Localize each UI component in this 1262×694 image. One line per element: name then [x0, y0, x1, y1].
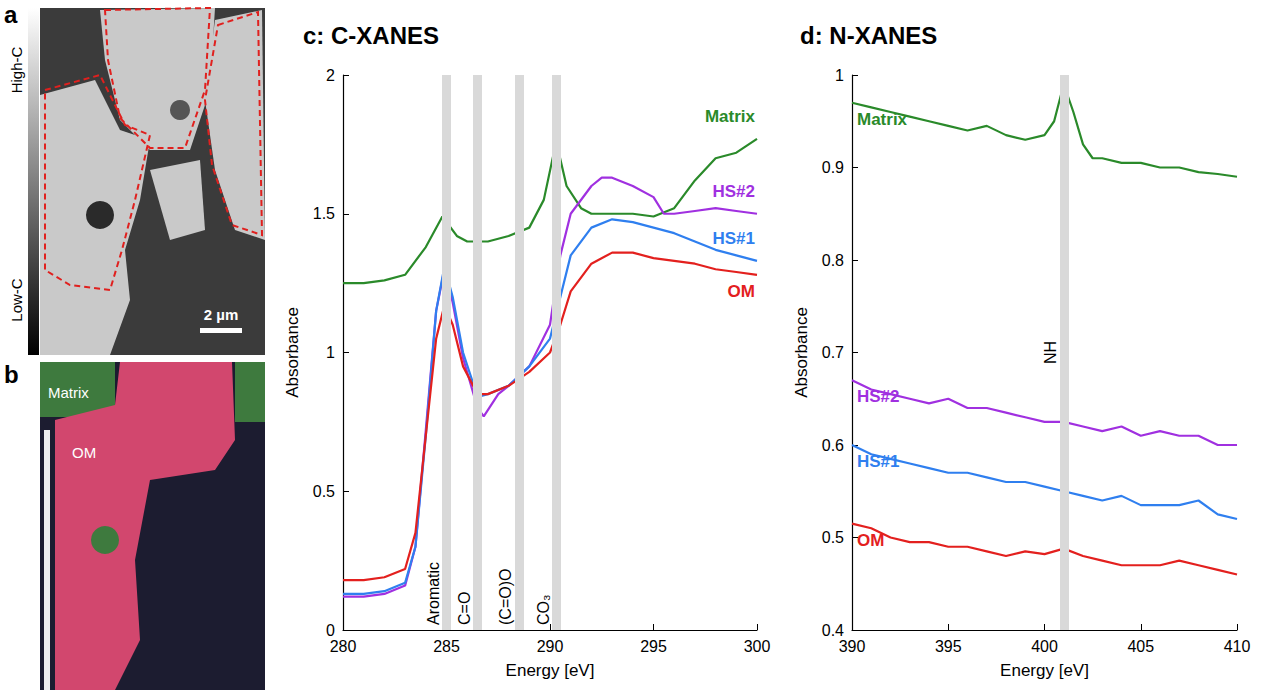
svg-text:HS#2: HS#2 [712, 182, 755, 201]
svg-text:Low-C: Low-C [8, 278, 25, 322]
svg-text:(C=O)O: (C=O)O [497, 569, 514, 625]
svg-text:1.5: 1.5 [313, 205, 335, 222]
svg-text:NH: NH [1042, 341, 1059, 364]
svg-text:2: 2 [326, 67, 335, 84]
svg-text:OM: OM [728, 282, 755, 301]
svg-text:1: 1 [326, 344, 335, 361]
svg-text:410: 410 [1224, 638, 1251, 655]
svg-text:Energy [eV]: Energy [eV] [1000, 661, 1089, 680]
svg-text:d: N-XANES: d: N-XANES [800, 22, 937, 49]
svg-text:1: 1 [835, 67, 844, 84]
svg-text:0.5: 0.5 [822, 529, 844, 546]
svg-text:0.7: 0.7 [822, 344, 844, 361]
svg-text:CO₃: CO₃ [535, 594, 552, 625]
svg-text:390: 390 [839, 638, 866, 655]
svg-text:295: 295 [640, 638, 667, 655]
svg-text:b: b [4, 361, 19, 388]
svg-text:290: 290 [537, 638, 564, 655]
svg-text:C=O: C=O [456, 592, 473, 625]
svg-text:285: 285 [433, 638, 460, 655]
svg-text:395: 395 [935, 638, 962, 655]
svg-text:400: 400 [1031, 638, 1058, 655]
svg-text:2 µm: 2 µm [204, 306, 239, 323]
svg-text:0.8: 0.8 [822, 252, 844, 269]
svg-text:Matrix: Matrix [705, 107, 756, 126]
svg-text:OM: OM [72, 444, 96, 461]
svg-text:0.4: 0.4 [822, 622, 844, 639]
svg-text:0.5: 0.5 [313, 483, 335, 500]
svg-text:0: 0 [326, 622, 335, 639]
svg-text:Absorbance: Absorbance [283, 307, 302, 398]
svg-text:Absorbance: Absorbance [792, 307, 811, 398]
svg-text:HS#2: HS#2 [857, 387, 900, 406]
svg-text:Energy [eV]: Energy [eV] [506, 661, 595, 680]
svg-text:Aromatic: Aromatic [425, 562, 442, 625]
svg-text:High-C: High-C [8, 46, 25, 93]
svg-text:a: a [4, 1, 18, 28]
svg-text:HS#1: HS#1 [857, 452, 900, 471]
svg-text:c: C-XANES: c: C-XANES [303, 22, 439, 49]
svg-text:405: 405 [1127, 638, 1154, 655]
svg-text:280: 280 [330, 638, 357, 655]
svg-text:300: 300 [744, 638, 771, 655]
svg-text:OM: OM [857, 531, 884, 550]
svg-text:Matrix: Matrix [48, 384, 89, 401]
svg-text:0.6: 0.6 [822, 437, 844, 454]
svg-text:Matrix: Matrix [857, 110, 908, 129]
svg-text:HS#1: HS#1 [712, 229, 755, 248]
svg-text:0.9: 0.9 [822, 159, 844, 176]
